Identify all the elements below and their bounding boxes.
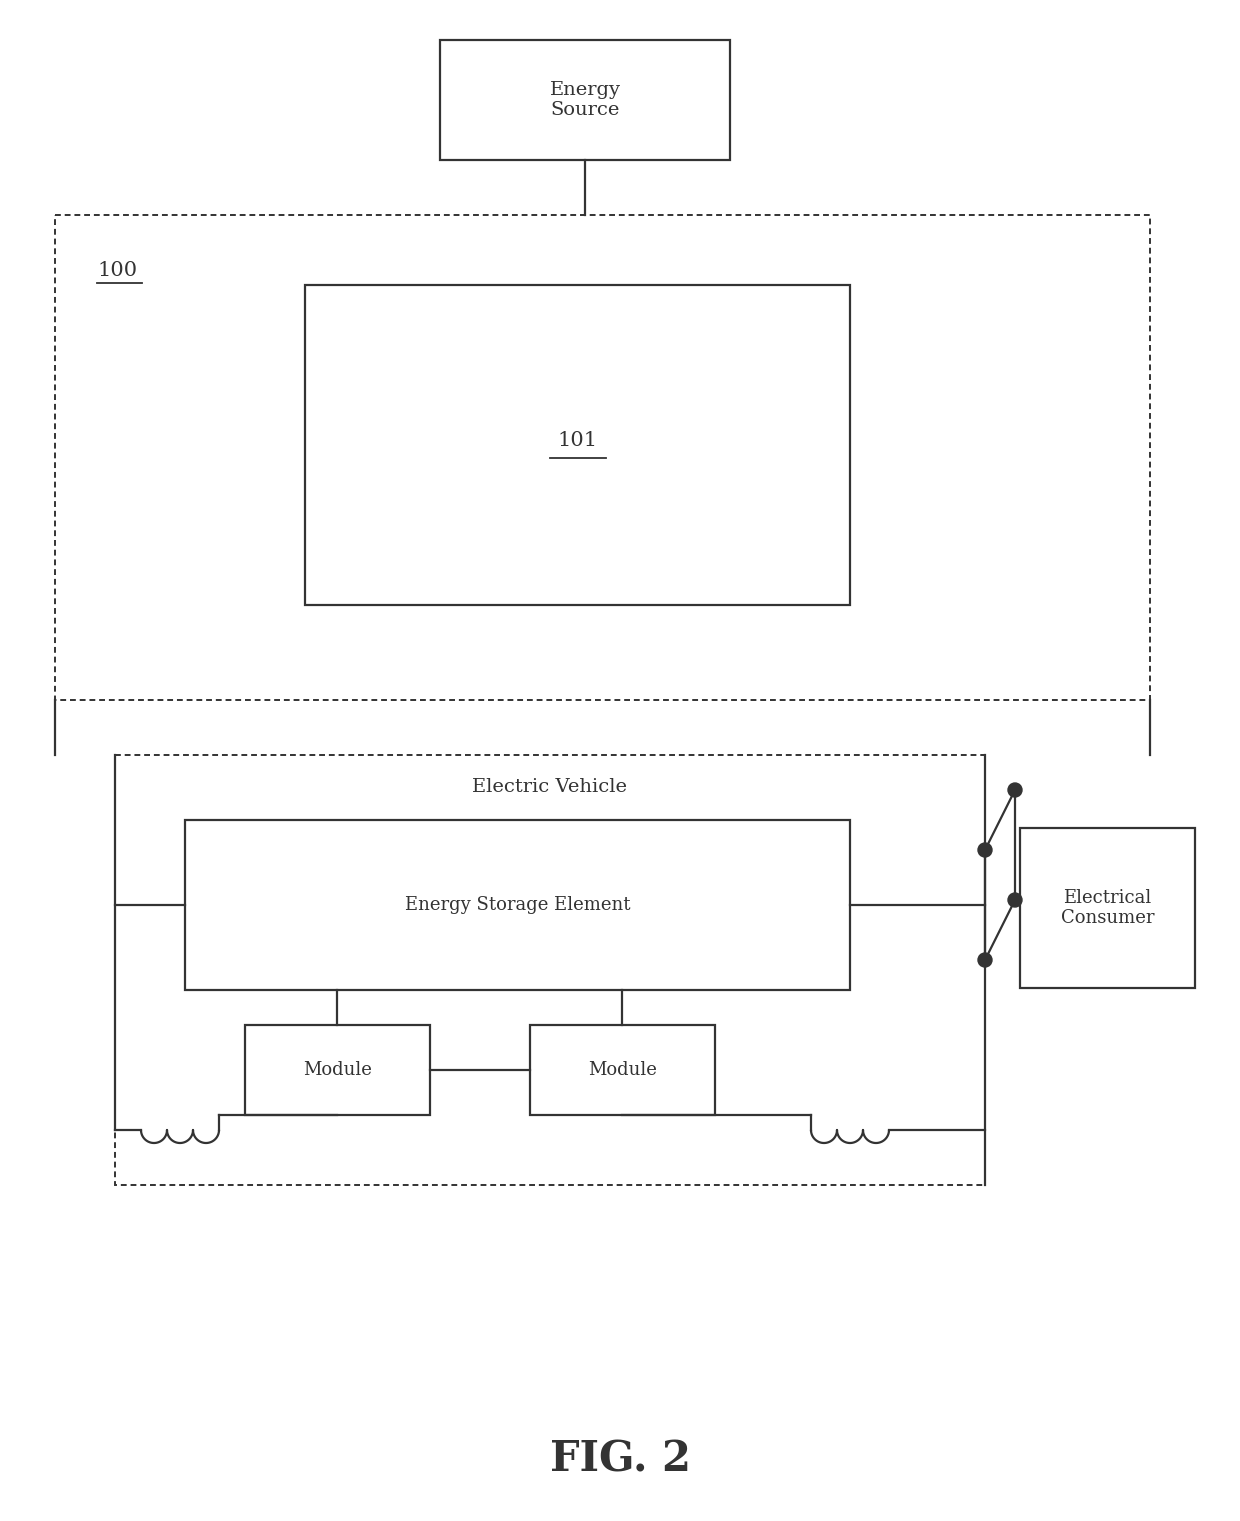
Bar bbox=[440, 40, 730, 160]
Bar bbox=[55, 214, 1149, 700]
Text: Energy Storage Element: Energy Storage Element bbox=[404, 896, 630, 914]
Text: Electrical
Consumer: Electrical Consumer bbox=[1060, 888, 1154, 928]
Text: 100: 100 bbox=[97, 260, 138, 280]
Bar bbox=[115, 754, 985, 1185]
Bar bbox=[246, 1025, 430, 1115]
Bar bbox=[305, 284, 849, 605]
Bar bbox=[1021, 827, 1195, 989]
Circle shape bbox=[978, 843, 992, 856]
Text: FIG. 2: FIG. 2 bbox=[549, 1439, 691, 1481]
Circle shape bbox=[1008, 783, 1022, 797]
Bar bbox=[185, 820, 849, 990]
Bar bbox=[529, 1025, 715, 1115]
Text: Module: Module bbox=[303, 1062, 372, 1078]
Circle shape bbox=[978, 954, 992, 967]
Text: 101: 101 bbox=[558, 430, 598, 450]
Text: Electric Vehicle: Electric Vehicle bbox=[472, 779, 627, 795]
Text: Module: Module bbox=[588, 1062, 657, 1078]
Text: Energy
Source: Energy Source bbox=[549, 81, 620, 120]
Circle shape bbox=[1008, 893, 1022, 907]
